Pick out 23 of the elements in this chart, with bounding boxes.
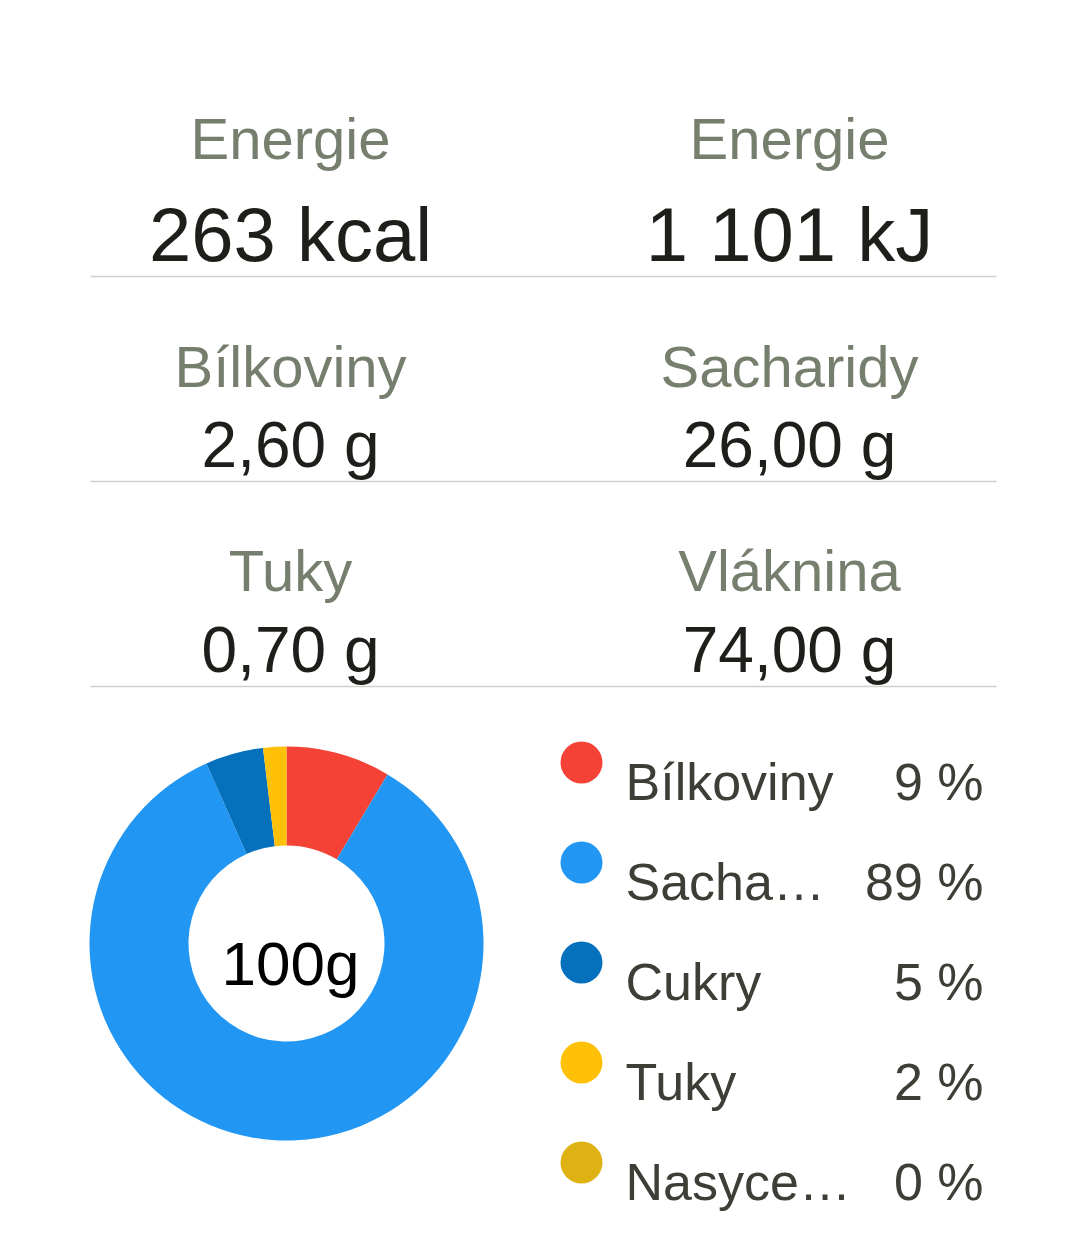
text: 2,60 g (201, 408, 380, 481)
text: Vláknina (678, 538, 902, 603)
legend-label: Bílkoviny (625, 752, 834, 811)
text: 26,00 g (682, 408, 897, 481)
text: 100g (221, 929, 360, 998)
text: 1 101 kJ (645, 192, 934, 277)
text: 0,70 g (201, 613, 380, 686)
data-label: 89 % (864, 852, 984, 911)
data-label: 9 % (893, 752, 984, 811)
legend-label: Sacha… (625, 852, 825, 911)
text: 263 kcal (148, 192, 433, 277)
legend-label: Tuky (625, 1052, 737, 1111)
text: Bílkoviny (174, 334, 407, 399)
text: Tuky (228, 538, 353, 603)
legend-label: Cukry (625, 952, 762, 1011)
text: Energie (190, 106, 391, 171)
text: 74,00 g (682, 613, 897, 686)
legend-label: Nasyce… (625, 1152, 851, 1211)
text: Energie (689, 106, 890, 171)
data-label: 2 % (893, 1052, 984, 1111)
text: 0 % (893, 1152, 984, 1211)
data-label: 5 % (893, 952, 984, 1011)
text: Sacharidy (660, 334, 919, 399)
